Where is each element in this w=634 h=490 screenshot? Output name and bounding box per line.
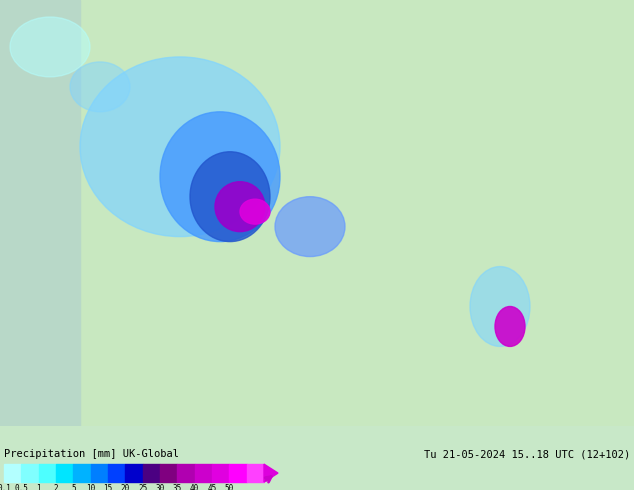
Bar xyxy=(4,464,22,482)
Text: 0.1: 0.1 xyxy=(0,484,11,490)
Text: 45: 45 xyxy=(207,484,217,490)
Bar xyxy=(160,464,178,482)
Text: 15: 15 xyxy=(103,484,113,490)
Ellipse shape xyxy=(240,199,270,224)
Bar xyxy=(230,464,247,482)
Text: 1: 1 xyxy=(36,484,41,490)
Ellipse shape xyxy=(215,182,265,232)
Bar xyxy=(178,464,195,482)
Text: 0.5: 0.5 xyxy=(15,484,29,490)
Bar xyxy=(143,464,160,482)
Bar xyxy=(247,464,264,482)
Bar xyxy=(108,464,126,482)
Text: 25: 25 xyxy=(138,484,147,490)
Text: 5: 5 xyxy=(71,484,75,490)
Bar xyxy=(195,464,212,482)
Bar xyxy=(126,464,143,482)
Bar xyxy=(56,464,74,482)
Ellipse shape xyxy=(275,196,345,257)
Ellipse shape xyxy=(495,307,525,346)
Bar xyxy=(0,425,1,426)
Text: 35: 35 xyxy=(172,484,182,490)
Ellipse shape xyxy=(190,152,270,242)
Bar xyxy=(74,464,91,482)
Ellipse shape xyxy=(70,62,130,112)
Text: 2: 2 xyxy=(54,484,58,490)
Ellipse shape xyxy=(160,112,280,242)
Ellipse shape xyxy=(80,57,280,237)
Text: 30: 30 xyxy=(155,484,165,490)
Bar xyxy=(91,464,108,482)
Text: 10: 10 xyxy=(86,484,95,490)
Text: Precipitation [mm] UK-Global: Precipitation [mm] UK-Global xyxy=(4,449,179,459)
Bar xyxy=(22,464,39,482)
Bar xyxy=(39,464,56,482)
Text: Tu 21-05-2024 15..18 UTC (12+102): Tu 21-05-2024 15..18 UTC (12+102) xyxy=(424,449,630,459)
Ellipse shape xyxy=(470,267,530,346)
Text: 20: 20 xyxy=(120,484,130,490)
Bar xyxy=(212,464,230,482)
Ellipse shape xyxy=(10,17,90,77)
Text: 50: 50 xyxy=(224,484,234,490)
Text: 40: 40 xyxy=(190,484,199,490)
Polygon shape xyxy=(0,0,80,426)
Polygon shape xyxy=(264,464,278,482)
